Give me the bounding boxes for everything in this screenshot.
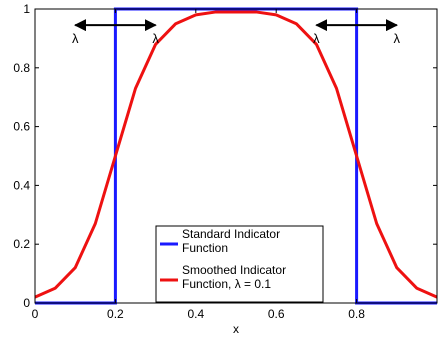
- y-tick-label: 0.8: [13, 61, 30, 75]
- legend-label: Standard Indicator: [182, 227, 280, 241]
- x-axis-label: x: [233, 322, 239, 336]
- y-tick-label: 0.6: [13, 120, 30, 134]
- y-tick-label: 1: [23, 2, 30, 16]
- series-line-smoothed: [34, 10, 438, 299]
- plot-frame: [34, 8, 438, 304]
- legend-box: [155, 225, 324, 303]
- legend-label: Smoothed Indicator: [182, 263, 286, 277]
- x-tick-label: 0.2: [107, 307, 124, 321]
- lambda-annotation: λ: [72, 31, 79, 46]
- y-tick-label: 0.4: [13, 178, 30, 192]
- ticks-layer: 0 0.2 0.4 0.6 0.8 0 0.2 0.4 0.6 0.8 1: [13, 2, 437, 321]
- y-tick-label: 0: [23, 296, 30, 310]
- lambda-annotation: λ: [313, 31, 320, 46]
- x-tick-label: 0.8: [348, 307, 365, 321]
- lambda-annotation: λ: [394, 31, 401, 46]
- y-tick-label: 0.2: [13, 237, 30, 251]
- legend-label: Function, λ = 0.1: [182, 277, 271, 291]
- legend-label: Function: [182, 241, 228, 255]
- lambda-annotation: λ: [152, 31, 159, 46]
- x-tick-label: 0.4: [187, 307, 204, 321]
- x-tick-label: 0.6: [268, 307, 285, 321]
- x-tick-label: 0: [32, 307, 39, 321]
